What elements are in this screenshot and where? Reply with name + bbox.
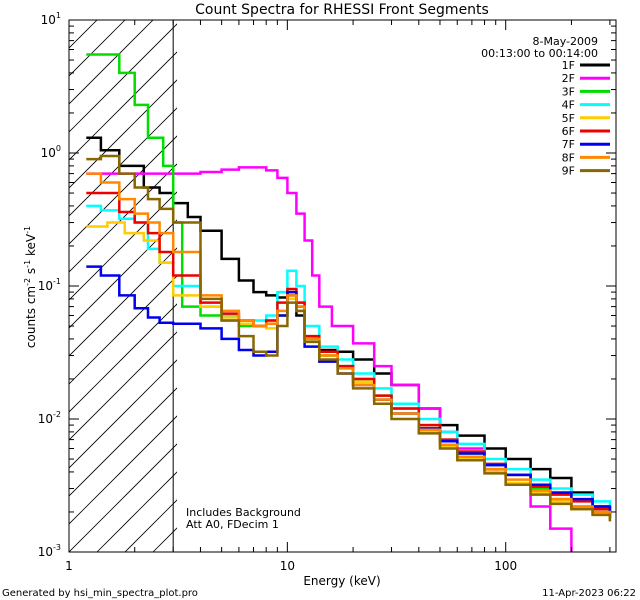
legend-label-3F: 3F [562, 85, 575, 98]
hatch-line [545, 0, 640, 552]
series-line-3F [86, 53, 612, 518]
x-tick-label: 1 [65, 559, 73, 573]
legend: 8-May-2009 00:13:00 to 00:14:00 1F2F3F4F… [481, 35, 610, 178]
hatch-line [69, 79, 177, 189]
y-label-exp-2: -1 [23, 260, 32, 268]
chart-title: Count Spectra for RHESSI Front Segments [195, 2, 489, 18]
y-tick-label: 10-3 [38, 543, 61, 559]
legend-label-6F: 6F [562, 125, 575, 138]
y-tick-labels: 10-3 10-2 10-1 100 101 [38, 11, 61, 559]
axis-ticks [68, 20, 616, 553]
legend-label-2F: 2F [562, 72, 575, 85]
annotation-background: Includes Background [186, 506, 301, 519]
legend-date: 8-May-2009 [533, 35, 598, 48]
hatch-line [69, 20, 126, 77]
legend-time-range: 00:13:00 to 00:14:00 [481, 47, 598, 60]
hatch-line [629, 0, 640, 552]
hatch-line [209, 0, 640, 552]
footer-generated-by: Generated by hsi_min_spectra_plot.pro [2, 588, 198, 599]
y-label-part-1: counts cm [24, 286, 38, 348]
hatch-line [573, 0, 640, 552]
y-label-exp-1: -2 [23, 278, 32, 286]
footer-timestamp: 11-Apr-2023 06:22 [542, 588, 636, 599]
legend-label-8F: 8F [562, 151, 575, 164]
series-group [86, 53, 612, 552]
plot-frame [68, 19, 617, 553]
hatch-line [69, 359, 177, 469]
hatch-line [69, 247, 177, 357]
hatch-line [293, 0, 640, 552]
y-label-part-2: s [24, 268, 38, 278]
hatch-line [69, 331, 177, 441]
legend-label-9F: 9F [562, 165, 575, 178]
hatch-line [69, 20, 154, 105]
hatch-line [265, 0, 640, 552]
hatch-line [69, 219, 177, 329]
legend-label-4F: 4F [562, 99, 575, 112]
hatch-line [69, 23, 177, 133]
legend-label-7F: 7F [562, 138, 575, 151]
y-tick-label: 100 [41, 144, 61, 160]
x-tick-label: 100 [494, 559, 517, 573]
hatch-line [601, 0, 640, 552]
hatch-line [69, 163, 177, 273]
hatch-line [69, 415, 177, 525]
y-axis-label: counts cm-2 s-1 keV-1 [23, 226, 38, 348]
hatch-line [69, 387, 177, 497]
hatch-line [69, 275, 177, 385]
hatch-line [69, 191, 177, 301]
x-axis-label: Energy (keV) [303, 574, 380, 588]
x-tick-labels: 1 10 100 [65, 559, 517, 573]
y-tick-label: 10-1 [38, 277, 61, 293]
hatch-line [69, 51, 177, 161]
x-tick-label: 10 [280, 559, 295, 573]
series-line-7F [86, 265, 612, 512]
y-tick-label: 10-2 [38, 410, 61, 426]
hatch-line [69, 107, 177, 217]
legend-label-5F: 5F [562, 112, 575, 125]
y-tick-label: 101 [41, 11, 61, 27]
y-label-exp-3: -1 [23, 226, 32, 234]
y-label-part-3: keV [24, 233, 38, 260]
hatch-line [69, 303, 177, 413]
hatch-line [321, 0, 640, 552]
series-line-1F [86, 136, 612, 518]
legend-label-1F: 1F [562, 59, 575, 72]
hatch-line [69, 443, 177, 552]
annotation-attenuator: Att A0, FDecim 1 [186, 518, 279, 531]
series-line-9F [86, 154, 612, 522]
